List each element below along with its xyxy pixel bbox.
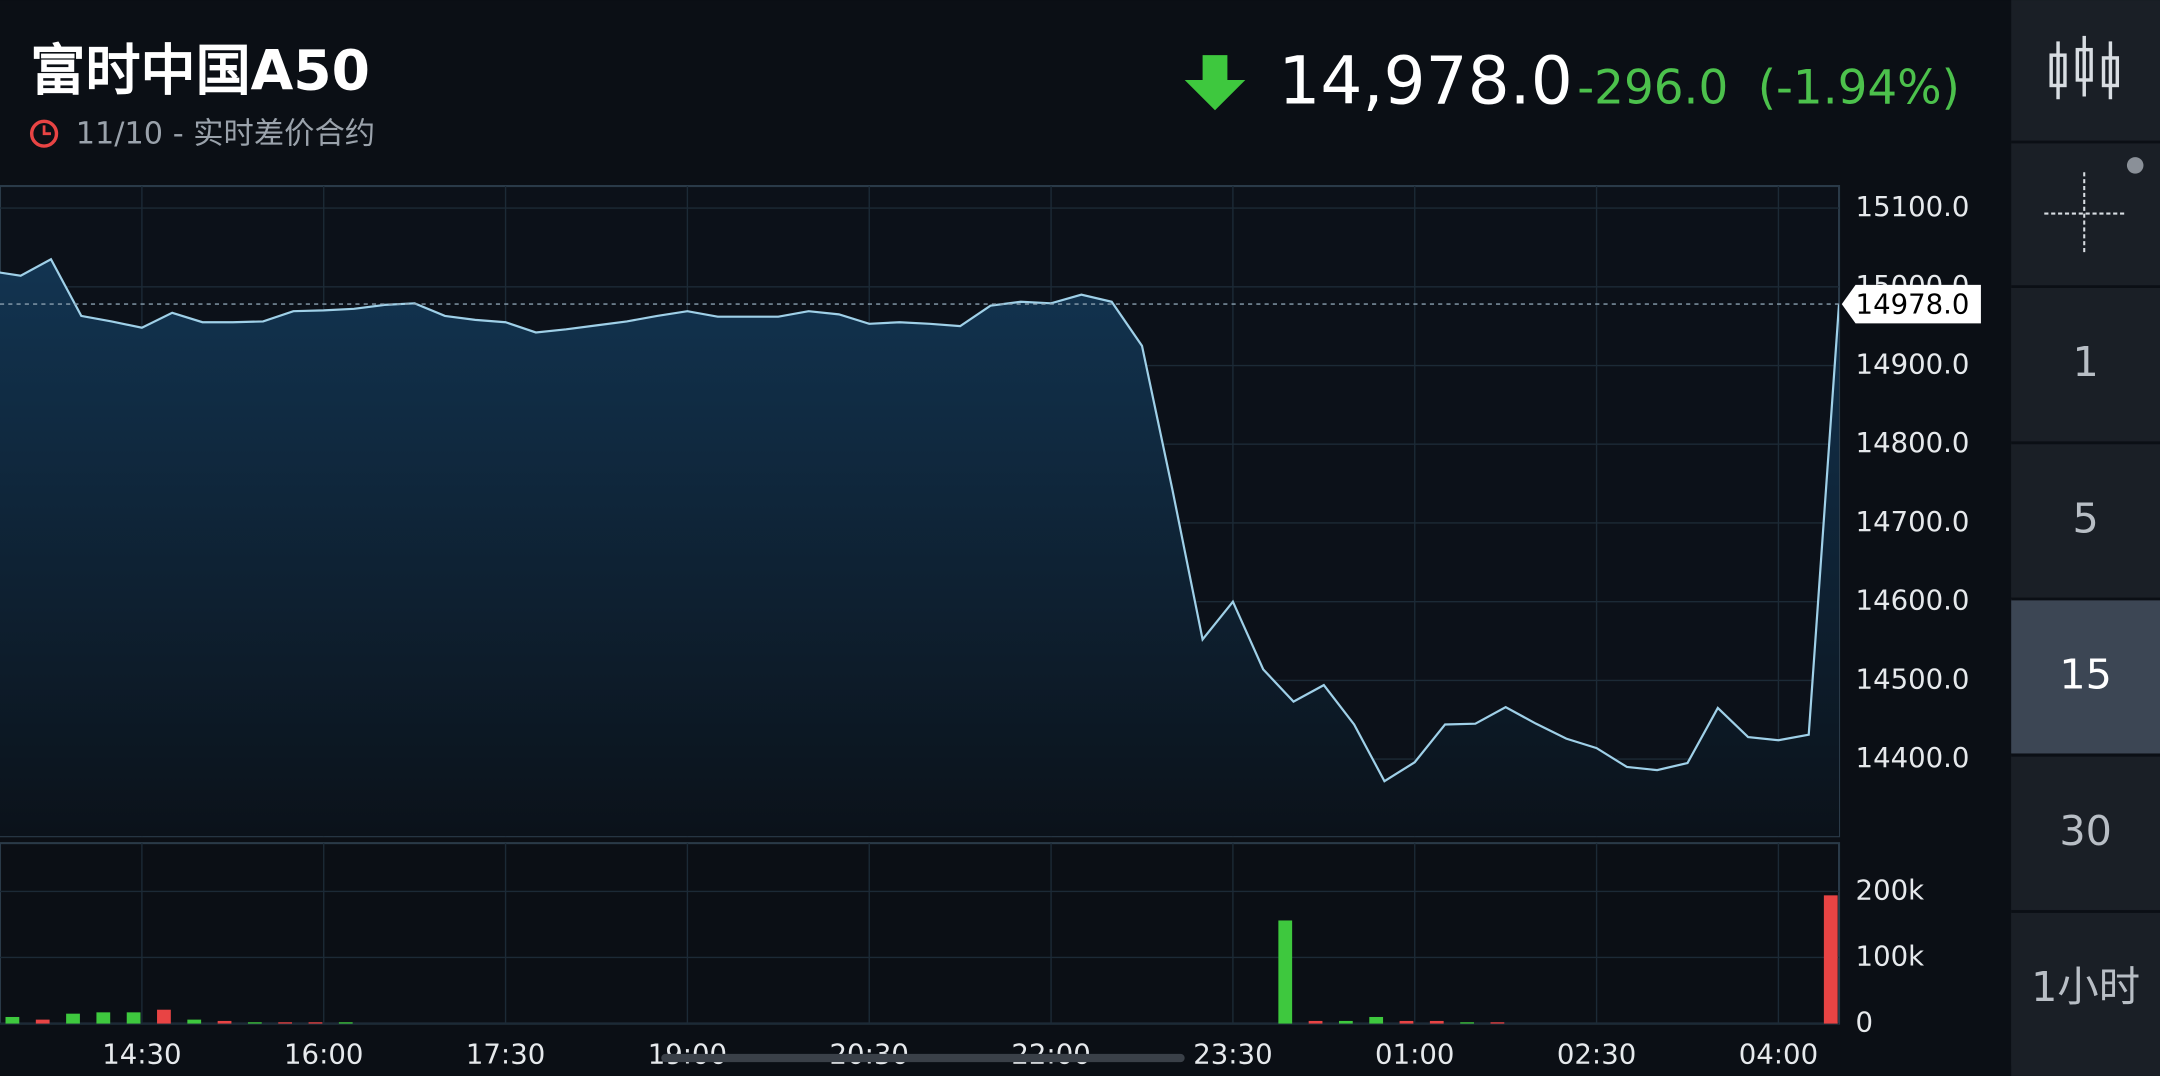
change-pct: (-1.94%) — [1758, 61, 1960, 115]
volume-bar — [187, 1019, 202, 1024]
crosshair-icon[interactable] — [2044, 172, 2126, 255]
x-tick-label: 01:00 — [1375, 1038, 1454, 1070]
change: -296.0 — [1577, 61, 1728, 115]
x-tick-label: 14:30 — [102, 1038, 181, 1070]
price-plot — [0, 257, 1840, 837]
volume-bar — [5, 1016, 20, 1024]
volume-bar — [1460, 1022, 1474, 1024]
status-dot — [2126, 157, 2144, 174]
volume-bar — [126, 1012, 141, 1024]
volume-bar — [278, 1022, 293, 1024]
price: 14,978.0 — [1278, 43, 1572, 120]
x-tick-label: 23:30 — [1193, 1038, 1272, 1070]
interval-label: 5 — [2072, 494, 2098, 542]
volume-bar — [217, 1020, 232, 1024]
title: 富时中国A50 — [30, 39, 370, 103]
interval-label: 15 — [2059, 651, 2112, 699]
interval-label: 1 — [2072, 338, 2098, 386]
interval-label: 1小时 — [2031, 963, 2140, 1011]
volume-panel — [0, 842, 1841, 1025]
clock-hand — [42, 125, 51, 136]
interval-button[interactable] — [2011, 599, 2160, 754]
interval-button[interactable] — [2011, 911, 2160, 1066]
candle-icon[interactable] — [2049, 35, 2120, 100]
y-tick-label: 100k — [1856, 940, 1925, 972]
volume-bar — [1369, 1016, 1384, 1024]
volume-bar — [1429, 1020, 1444, 1024]
price-line — [0, 257, 1840, 783]
y-tick-label: 200k — [1856, 874, 1925, 906]
interval-button[interactable] — [2011, 442, 2160, 598]
volume-bar — [308, 1022, 323, 1024]
x-tick-label: 17:30 — [466, 1038, 545, 1070]
y-tick-label: 14600.0 — [1856, 585, 1970, 617]
volume-bar — [1278, 920, 1293, 1024]
y-tick-label: 14400.0 — [1856, 742, 1970, 774]
volume-bar — [338, 1022, 353, 1024]
volume-bar — [1308, 1020, 1323, 1024]
price-tag — [1841, 284, 1981, 324]
y-tick-label: 14800.0 — [1856, 427, 1970, 459]
interval-button[interactable] — [2011, 755, 2160, 910]
y-tick-label: 0 — [1856, 1007, 1874, 1039]
volume-bar — [1399, 1020, 1414, 1024]
volume-bar — [247, 1022, 262, 1024]
y-tick-label: 14500.0 — [1856, 663, 1970, 695]
x-tick-label: 02:30 — [1557, 1038, 1636, 1070]
y-tick-label: 15100.0 — [1856, 191, 1970, 223]
volume-bar — [157, 1009, 171, 1024]
interval-button[interactable] — [2011, 286, 2160, 441]
price-area — [0, 259, 1840, 837]
down-arrow — [1184, 55, 1246, 111]
volume-bar — [35, 1019, 50, 1024]
volume-bar — [1490, 1022, 1505, 1024]
clock-icon — [29, 119, 59, 148]
volume-bar — [66, 1013, 80, 1024]
volume-bar — [96, 1012, 111, 1024]
subtitle: 11/10 - 实时差价合约 — [76, 117, 375, 152]
y-tick-label: 14900.0 — [1856, 349, 1970, 381]
y-tick-label: 14700.0 — [1856, 506, 1970, 538]
scroll-bar — [661, 1053, 1185, 1063]
x-tick-label: 16:00 — [284, 1038, 363, 1070]
price-tag-label: 14978.0 — [1856, 288, 1970, 320]
volume-bar — [1338, 1020, 1353, 1024]
volume-bar — [1823, 895, 1838, 1024]
x-tick-label: 04:00 — [1739, 1038, 1818, 1070]
interval-label: 30 — [2059, 807, 2112, 855]
